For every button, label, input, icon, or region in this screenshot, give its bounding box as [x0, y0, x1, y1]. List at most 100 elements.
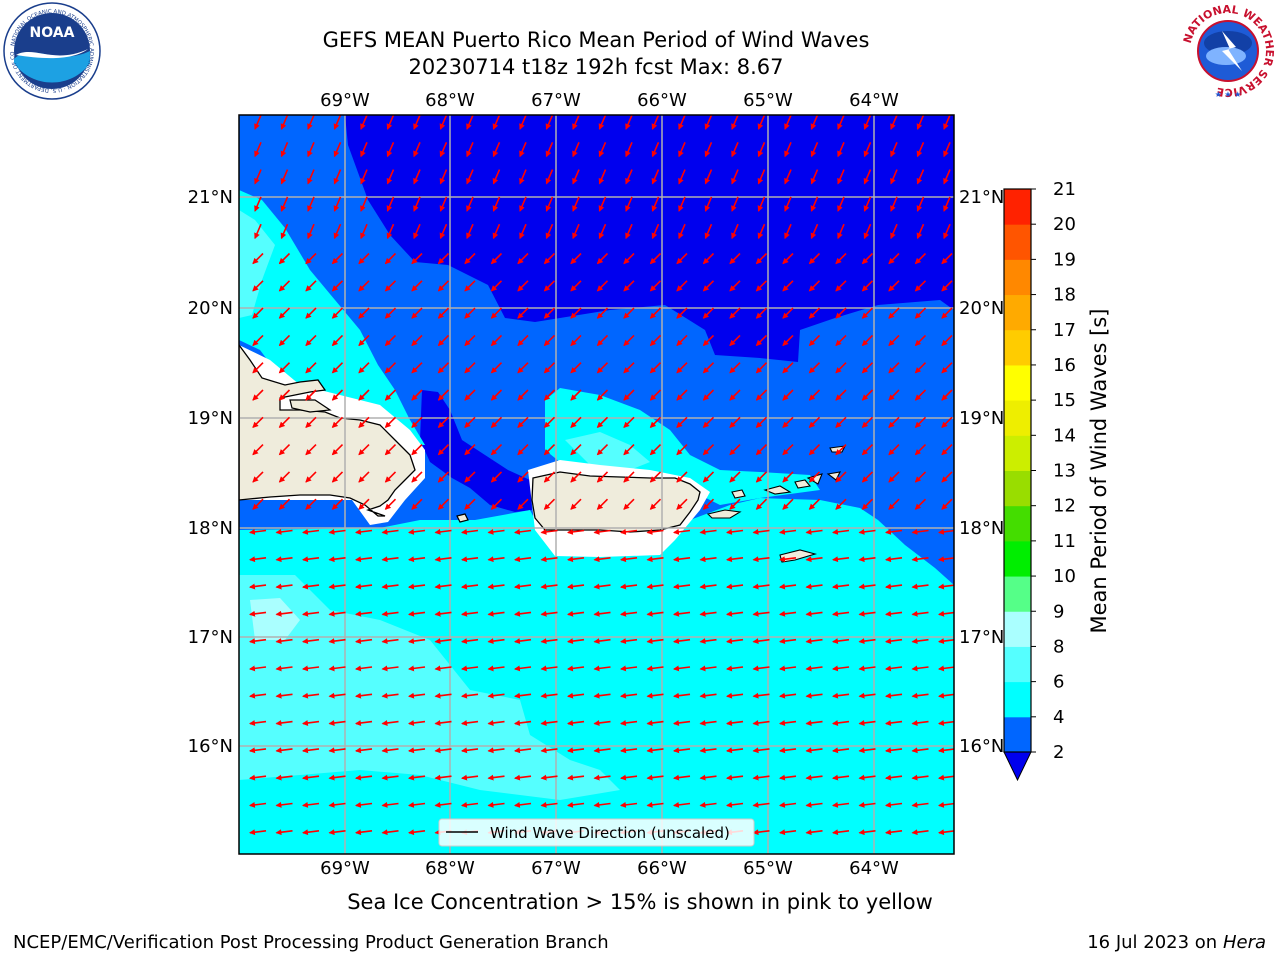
- colorbar-tick-label: 18: [1053, 285, 1076, 306]
- wind-wave-arrow: [545, 223, 554, 240]
- wind-wave-arrow: [355, 692, 373, 699]
- wind-wave-arrow: [408, 528, 426, 535]
- colorbar-tick-label: 9: [1053, 601, 1064, 622]
- wind-wave-arrow: [570, 307, 582, 319]
- wind-wave-arrow: [779, 556, 797, 563]
- wind-wave-arrow: [676, 471, 688, 483]
- footer-branch: NCEP/EMC/Verification Post Processing Pr…: [13, 932, 609, 953]
- wind-wave-arrow: [254, 141, 262, 158]
- wind-wave-arrow: [408, 556, 426, 563]
- wind-wave-arrow: [411, 498, 423, 510]
- wind-wave-arrow: [540, 801, 558, 808]
- wind-wave-arrow: [492, 196, 501, 212]
- wind-wave-arrow: [623, 416, 635, 429]
- wind-wave-arrow: [384, 444, 397, 456]
- wind-wave-arrow: [752, 638, 770, 645]
- wind-wave-arrow: [835, 334, 847, 347]
- wind-wave-arrow: [593, 528, 611, 535]
- wind-wave-arrow: [411, 362, 423, 374]
- wind-wave-arrow: [752, 747, 770, 754]
- wind-wave-arrow: [678, 115, 686, 130]
- wind-wave-arrow: [623, 444, 635, 456]
- wind-wave-arrow: [673, 801, 691, 808]
- hispaniola-land: [239, 343, 416, 517]
- wind-wave-arrow: [731, 141, 739, 158]
- wind-wave-arrow: [540, 556, 558, 563]
- wind-wave-arrow: [252, 444, 264, 456]
- wind-wave-arrow: [835, 471, 847, 483]
- wind-wave-arrow: [704, 196, 713, 212]
- wind-wave-arrow: [492, 223, 501, 240]
- wind-wave-arrow: [623, 334, 635, 347]
- colorbar-tick-label: 6: [1053, 672, 1064, 693]
- wind-wave-arrow: [355, 829, 373, 836]
- wind-wave-arrow: [278, 389, 291, 401]
- wind-wave-arrow: [567, 583, 585, 590]
- wind-wave-arrow: [863, 223, 872, 240]
- lat-label-left: 20°N: [188, 298, 233, 319]
- wind-wave-arrow: [434, 665, 452, 672]
- wind-wave-arrow: [434, 801, 452, 808]
- wind-wave-arrow: [752, 774, 770, 781]
- wind-wave-arrow: [911, 610, 929, 617]
- wind-wave-arrow: [888, 252, 900, 265]
- wind-wave-arrow: [514, 747, 532, 754]
- wind-wave-arrow: [328, 747, 346, 754]
- wind-wave-arrow: [752, 556, 770, 563]
- wind-wave-arrow: [782, 252, 794, 265]
- wind-wave-arrow: [413, 169, 421, 185]
- legend-label: Wind Wave Direction (unscaled): [490, 824, 730, 842]
- wind-wave-arrow: [938, 720, 954, 726]
- wind-wave-arrow: [938, 665, 954, 672]
- wind-wave-arrow: [328, 528, 346, 535]
- wind-wave-arrow: [461, 720, 479, 726]
- wind-wave-arrow: [517, 444, 529, 456]
- wind-wave-arrow: [543, 444, 556, 456]
- wind-wave-arrow: [729, 307, 741, 319]
- wind-wave-arrow: [328, 665, 346, 672]
- wind-wave-arrow: [911, 638, 929, 645]
- wind-wave-arrow: [275, 528, 293, 535]
- wind-wave-arrow: [492, 141, 501, 158]
- wind-wave-arrow: [858, 638, 876, 645]
- wind-wave-arrow: [914, 416, 927, 429]
- wind-wave-arrow: [302, 610, 320, 617]
- wind-wave-arrow: [623, 362, 635, 374]
- wind-wave-arrow: [757, 115, 766, 130]
- wind-wave-arrow: [437, 307, 450, 319]
- wind-wave-arrow: [570, 416, 582, 429]
- wind-wave-arrow: [517, 471, 529, 483]
- wind-wave-arrow: [620, 583, 638, 590]
- wind-wave-arrow: [381, 528, 399, 535]
- wind-wave-arrow: [885, 583, 903, 590]
- wind-wave-arrow: [384, 362, 397, 374]
- wind-wave-arrow: [413, 196, 421, 212]
- wind-wave-arrow: [328, 692, 346, 699]
- wave-period-8-9-region: [250, 598, 300, 640]
- wind-wave-arrow: [911, 829, 929, 836]
- wind-wave-arrow: [434, 583, 452, 590]
- wind-wave-arrow: [593, 720, 611, 726]
- wind-wave-arrow: [916, 223, 925, 240]
- wind-wave-arrow: [302, 556, 320, 563]
- wind-wave-arrow: [514, 528, 532, 535]
- wind-wave-arrow: [805, 747, 823, 754]
- wind-wave-arrow: [782, 416, 794, 429]
- wind-wave-arrow: [355, 774, 373, 781]
- wind-wave-arrow: [384, 416, 397, 429]
- lon-label-top: 66°W: [637, 90, 687, 111]
- wind-wave-arrow: [596, 334, 609, 347]
- wind-wave-arrow: [941, 307, 953, 319]
- wind-wave-arrow: [914, 444, 927, 456]
- wind-wave-arrow: [678, 223, 686, 240]
- wind-wave-arrow: [278, 280, 291, 292]
- wind-wave-arrow: [439, 223, 448, 240]
- wind-wave-arrow: [249, 747, 267, 754]
- wind-wave-arrow: [620, 801, 638, 808]
- wind-wave-arrow: [699, 665, 717, 672]
- wind-wave-arrow: [938, 528, 954, 535]
- wind-wave-arrow: [249, 692, 267, 699]
- wind-wave-arrow: [540, 720, 558, 726]
- wind-wave-arrow: [702, 471, 715, 483]
